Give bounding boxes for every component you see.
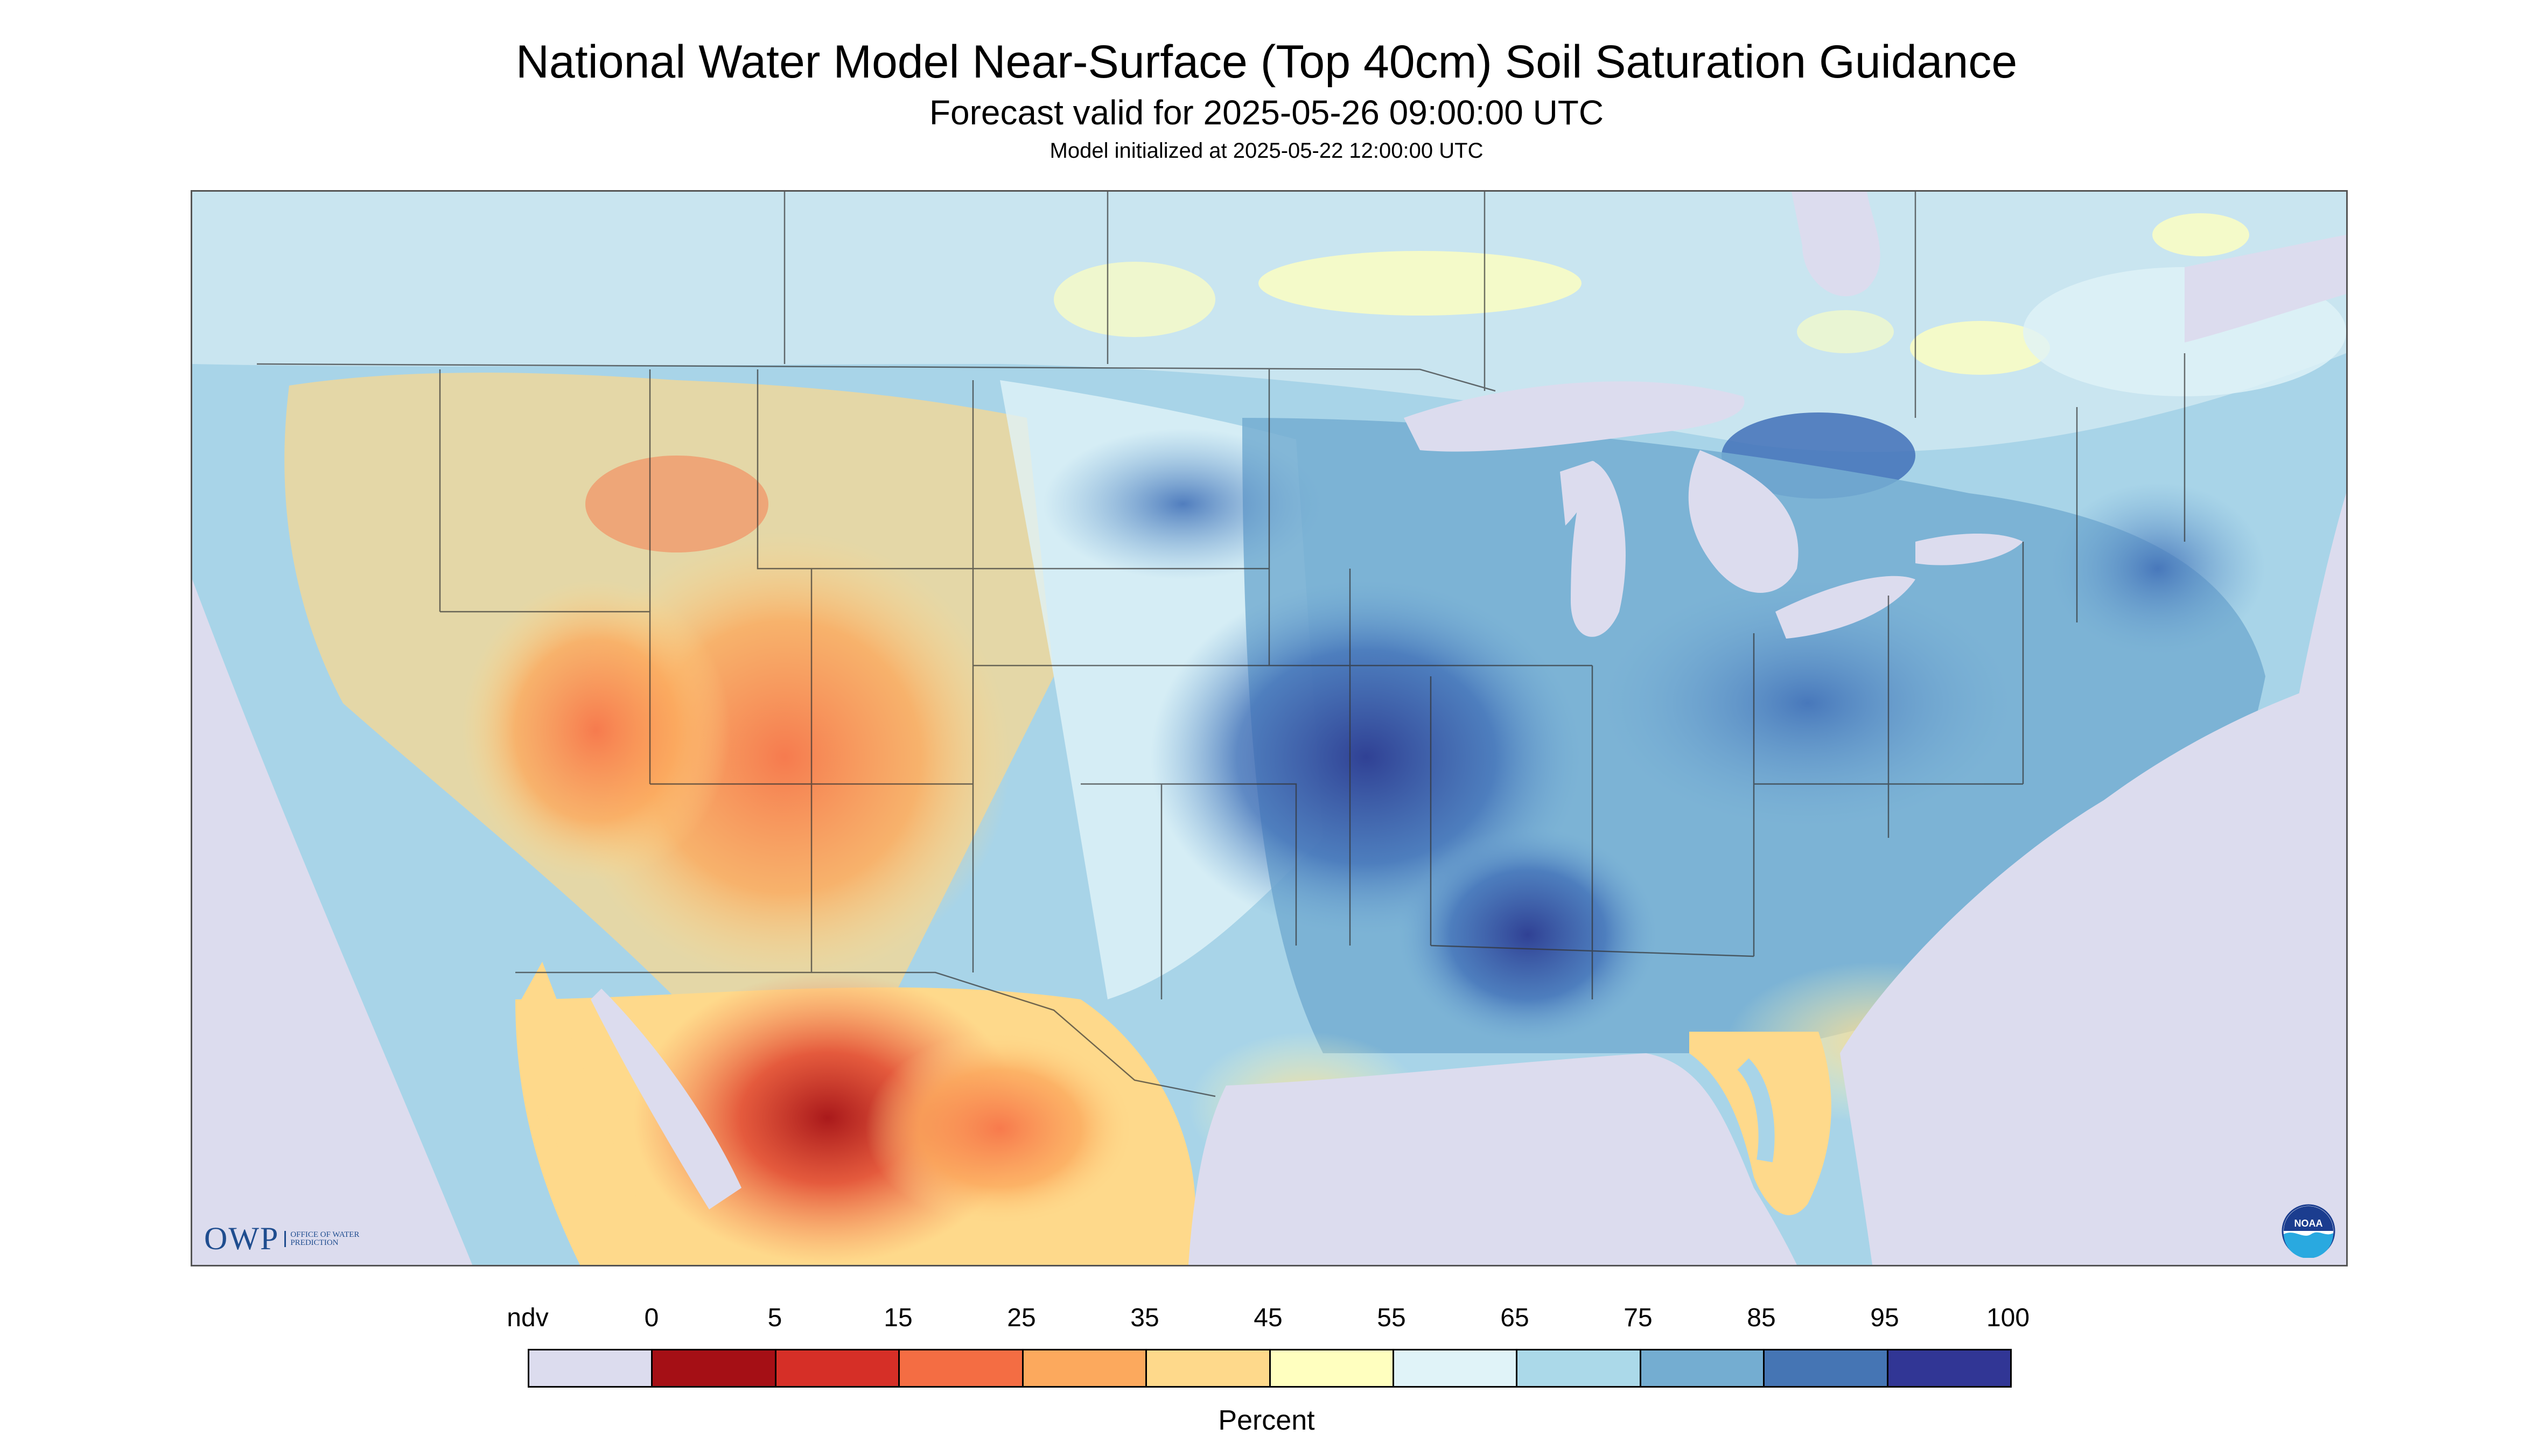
legend-swatch-65-75 xyxy=(1517,1350,1641,1386)
legend-label-55: 55 xyxy=(1377,1304,1406,1332)
pacific-ocean xyxy=(192,579,472,1265)
legend-colorbar xyxy=(528,1349,2012,1388)
owp-wordmark: OWP xyxy=(204,1221,279,1256)
legend-swatch-45-55 xyxy=(1270,1350,1394,1386)
legend-swatch-25-35 xyxy=(1023,1350,1147,1386)
legend-label-15: 15 xyxy=(884,1304,913,1332)
model-init-note: Model initialized at 2025-05-22 12:00:00… xyxy=(1049,139,1484,163)
legend-swatch-15-25 xyxy=(900,1350,1024,1386)
lake-michigan xyxy=(1571,461,1626,637)
lake-huron xyxy=(1688,450,1799,593)
legend-label-95: 95 xyxy=(1870,1304,1899,1332)
owp-logo: OWP OFFICE OF WATER PREDICTION xyxy=(204,1220,366,1257)
legend-swatch-95-100 xyxy=(1888,1350,2011,1386)
legend-label-45: 45 xyxy=(1254,1304,1283,1332)
legend-unit-label: Percent xyxy=(1218,1405,1315,1436)
lake-superior xyxy=(1404,381,1745,452)
baja-peninsula xyxy=(515,962,677,1265)
legend-label-35: 35 xyxy=(1130,1304,1159,1332)
soil-saturation-map[interactable]: OWP OFFICE OF WATER PREDICTION NOAA xyxy=(191,190,2348,1266)
legend-label-5: 5 xyxy=(767,1304,782,1332)
gulf-of-california xyxy=(591,989,741,1209)
legend-swatch-85-95 xyxy=(1765,1350,1888,1386)
legend-swatch-0-5 xyxy=(653,1350,776,1386)
lake-erie xyxy=(1775,576,1915,639)
legend-swatch-5-15 xyxy=(776,1350,900,1386)
legend-swatch-75-85 xyxy=(1641,1350,1765,1386)
owp-subtitle: OFFICE OF WATER PREDICTION xyxy=(284,1230,366,1247)
legend-swatch-55-65 xyxy=(1394,1350,1518,1386)
noaa-logo-icon: NOAA xyxy=(2282,1204,2335,1258)
map-title: National Water Model Near-Surface (Top 4… xyxy=(515,36,2018,88)
legend-swatch-ndv xyxy=(529,1350,653,1386)
legend-label-25: 25 xyxy=(1007,1304,1036,1332)
hudson-bay xyxy=(1792,192,1880,297)
forecast-valid-subtitle: Forecast valid for 2025-05-26 09:00:00 U… xyxy=(929,93,1604,132)
legend-label-85: 85 xyxy=(1747,1304,1776,1332)
legend-label-75: 75 xyxy=(1624,1304,1653,1332)
legend-label-0: 0 xyxy=(644,1304,659,1332)
gulf-of-mexico xyxy=(1188,1053,1797,1265)
legend-label-65: 65 xyxy=(1500,1304,1529,1332)
noaa-logo-text: NOAA xyxy=(2294,1218,2323,1229)
legend-swatch-35-45 xyxy=(1147,1350,1271,1386)
legend-label-100: 100 xyxy=(1986,1304,2030,1332)
legend-label-ndv: ndv xyxy=(507,1304,549,1332)
map-canvas xyxy=(192,192,2346,1265)
political-boundaries xyxy=(256,192,2186,1097)
lake-ontario xyxy=(1915,534,2023,565)
